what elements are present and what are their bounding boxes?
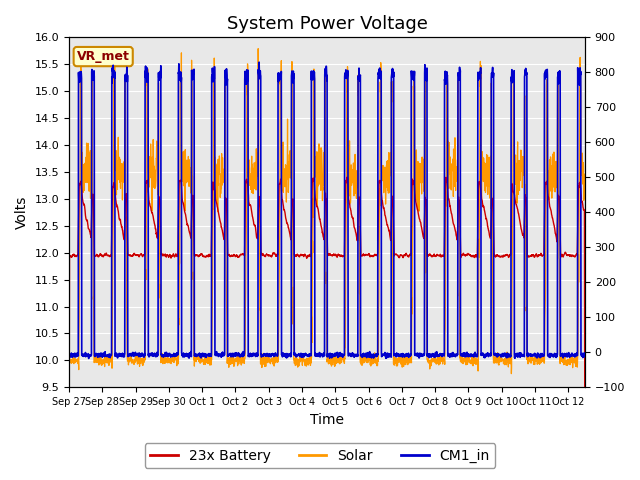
X-axis label: Time: Time [310, 413, 344, 427]
Text: VR_met: VR_met [77, 50, 130, 63]
Y-axis label: Volts: Volts [15, 196, 29, 229]
Legend: 23x Battery, Solar, CM1_in: 23x Battery, Solar, CM1_in [145, 443, 495, 468]
Title: System Power Voltage: System Power Voltage [227, 15, 428, 33]
